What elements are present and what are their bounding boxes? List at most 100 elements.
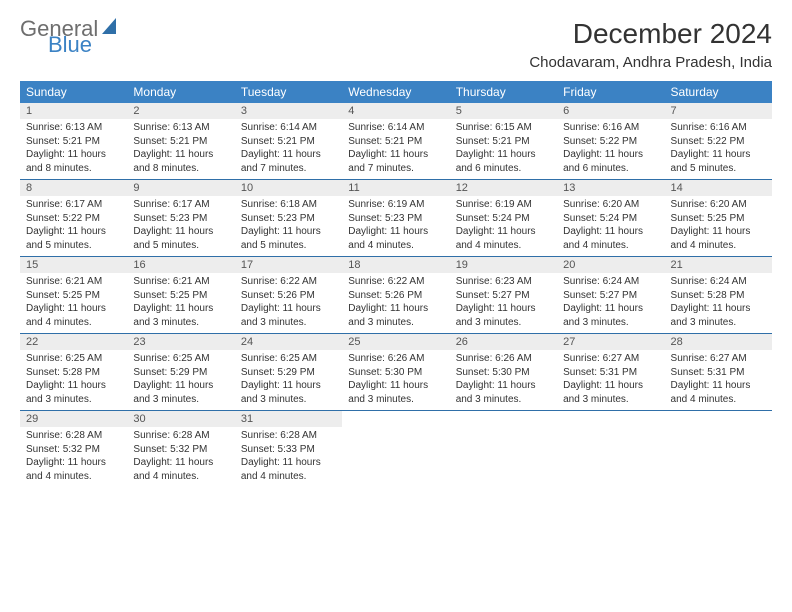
day-number-cell: 28: [665, 334, 772, 351]
day-content-cell: Sunrise: 6:17 AMSunset: 5:22 PMDaylight:…: [20, 196, 127, 257]
week-1-content: Sunrise: 6:13 AMSunset: 5:21 PMDaylight:…: [20, 119, 772, 180]
sunrise-text: Sunrise: 6:26 AM: [348, 352, 443, 366]
daylight-text-2: and 4 minutes.: [671, 239, 766, 253]
month-title: December 2024: [529, 18, 772, 50]
day-number-cell: 2: [127, 103, 234, 119]
daylight-text-2: and 5 minutes.: [241, 239, 336, 253]
daylight-text-1: Daylight: 11 hours: [133, 302, 228, 316]
sunset-text: Sunset: 5:23 PM: [348, 212, 443, 226]
day-content-cell: Sunrise: 6:14 AMSunset: 5:21 PMDaylight:…: [342, 119, 449, 180]
sunset-text: Sunset: 5:24 PM: [563, 212, 658, 226]
day-number-cell: [557, 411, 664, 428]
sunset-text: Sunset: 5:26 PM: [241, 289, 336, 303]
sunset-text: Sunset: 5:21 PM: [133, 135, 228, 149]
day-number-cell: 1: [20, 103, 127, 119]
daylight-text-2: and 3 minutes.: [563, 393, 658, 407]
day-number-cell: 3: [235, 103, 342, 119]
daylight-text-2: and 3 minutes.: [241, 393, 336, 407]
day-number-cell: 8: [20, 180, 127, 197]
daylight-text-2: and 3 minutes.: [133, 393, 228, 407]
daylight-text-2: and 5 minutes.: [133, 239, 228, 253]
daylight-text-2: and 3 minutes.: [348, 316, 443, 330]
sunrise-text: Sunrise: 6:18 AM: [241, 198, 336, 212]
week-4-daynums: 22232425262728: [20, 334, 772, 351]
day-content-cell: Sunrise: 6:28 AMSunset: 5:32 PMDaylight:…: [20, 427, 127, 487]
daylight-text-1: Daylight: 11 hours: [348, 379, 443, 393]
sunset-text: Sunset: 5:28 PM: [26, 366, 121, 380]
day-content-cell: Sunrise: 6:21 AMSunset: 5:25 PMDaylight:…: [127, 273, 234, 334]
daylight-text-1: Daylight: 11 hours: [456, 302, 551, 316]
col-monday: Monday: [127, 81, 234, 103]
brand-logo: General Blue: [20, 18, 116, 56]
daylight-text-2: and 6 minutes.: [456, 162, 551, 176]
day-number-cell: 15: [20, 257, 127, 274]
day-number-cell: 24: [235, 334, 342, 351]
daylight-text-1: Daylight: 11 hours: [456, 225, 551, 239]
day-number-cell: 30: [127, 411, 234, 428]
day-content-cell: Sunrise: 6:27 AMSunset: 5:31 PMDaylight:…: [557, 350, 664, 411]
daylight-text-2: and 4 minutes.: [671, 393, 766, 407]
sunrise-text: Sunrise: 6:14 AM: [241, 121, 336, 135]
day-number-cell: 12: [450, 180, 557, 197]
sunset-text: Sunset: 5:23 PM: [133, 212, 228, 226]
logo-text-block: General Blue: [20, 18, 98, 56]
sunset-text: Sunset: 5:25 PM: [133, 289, 228, 303]
sunrise-text: Sunrise: 6:25 AM: [26, 352, 121, 366]
day-number-cell: 22: [20, 334, 127, 351]
sunrise-text: Sunrise: 6:28 AM: [241, 429, 336, 443]
day-number-cell: 20: [557, 257, 664, 274]
day-number-cell: 18: [342, 257, 449, 274]
day-content-cell: Sunrise: 6:16 AMSunset: 5:22 PMDaylight:…: [557, 119, 664, 180]
daylight-text-1: Daylight: 11 hours: [26, 379, 121, 393]
sunset-text: Sunset: 5:21 PM: [456, 135, 551, 149]
sunrise-text: Sunrise: 6:17 AM: [133, 198, 228, 212]
day-content-cell: Sunrise: 6:20 AMSunset: 5:25 PMDaylight:…: [665, 196, 772, 257]
day-content-cell: Sunrise: 6:25 AMSunset: 5:29 PMDaylight:…: [235, 350, 342, 411]
daylight-text-2: and 3 minutes.: [456, 393, 551, 407]
sunrise-text: Sunrise: 6:25 AM: [241, 352, 336, 366]
sunset-text: Sunset: 5:30 PM: [348, 366, 443, 380]
daylight-text-2: and 4 minutes.: [26, 316, 121, 330]
week-4-content: Sunrise: 6:25 AMSunset: 5:28 PMDaylight:…: [20, 350, 772, 411]
logo-triangle-icon: [102, 18, 116, 34]
sunrise-text: Sunrise: 6:24 AM: [671, 275, 766, 289]
sunset-text: Sunset: 5:30 PM: [456, 366, 551, 380]
daylight-text-1: Daylight: 11 hours: [456, 148, 551, 162]
sunrise-text: Sunrise: 6:21 AM: [26, 275, 121, 289]
daylight-text-1: Daylight: 11 hours: [133, 456, 228, 470]
sunrise-text: Sunrise: 6:28 AM: [133, 429, 228, 443]
sunrise-text: Sunrise: 6:17 AM: [26, 198, 121, 212]
daylight-text-2: and 3 minutes.: [348, 393, 443, 407]
day-number-cell: 29: [20, 411, 127, 428]
daylight-text-2: and 3 minutes.: [26, 393, 121, 407]
col-wednesday: Wednesday: [342, 81, 449, 103]
week-1-daynums: 1234567: [20, 103, 772, 119]
daylight-text-2: and 3 minutes.: [241, 316, 336, 330]
week-2-content: Sunrise: 6:17 AMSunset: 5:22 PMDaylight:…: [20, 196, 772, 257]
day-number-cell: 13: [557, 180, 664, 197]
day-content-cell: Sunrise: 6:21 AMSunset: 5:25 PMDaylight:…: [20, 273, 127, 334]
sunset-text: Sunset: 5:27 PM: [563, 289, 658, 303]
day-content-cell: Sunrise: 6:13 AMSunset: 5:21 PMDaylight:…: [20, 119, 127, 180]
sunset-text: Sunset: 5:22 PM: [563, 135, 658, 149]
sunrise-text: Sunrise: 6:19 AM: [456, 198, 551, 212]
col-friday: Friday: [557, 81, 664, 103]
day-content-cell: Sunrise: 6:26 AMSunset: 5:30 PMDaylight:…: [450, 350, 557, 411]
sunset-text: Sunset: 5:21 PM: [26, 135, 121, 149]
sunset-text: Sunset: 5:32 PM: [26, 443, 121, 457]
daylight-text-2: and 3 minutes.: [563, 316, 658, 330]
day-content-cell: Sunrise: 6:24 AMSunset: 5:28 PMDaylight:…: [665, 273, 772, 334]
sunset-text: Sunset: 5:23 PM: [241, 212, 336, 226]
daylight-text-2: and 4 minutes.: [26, 470, 121, 484]
daylight-text-1: Daylight: 11 hours: [241, 456, 336, 470]
daylight-text-2: and 5 minutes.: [26, 239, 121, 253]
sunset-text: Sunset: 5:21 PM: [348, 135, 443, 149]
sunrise-text: Sunrise: 6:16 AM: [563, 121, 658, 135]
daylight-text-1: Daylight: 11 hours: [241, 379, 336, 393]
day-number-cell: 9: [127, 180, 234, 197]
page-header: General Blue December 2024 Chodavaram, A…: [20, 18, 772, 71]
day-content-cell: Sunrise: 6:25 AMSunset: 5:28 PMDaylight:…: [20, 350, 127, 411]
day-number-cell: [342, 411, 449, 428]
weekday-header-row: Sunday Monday Tuesday Wednesday Thursday…: [20, 81, 772, 103]
day-number-cell: 4: [342, 103, 449, 119]
